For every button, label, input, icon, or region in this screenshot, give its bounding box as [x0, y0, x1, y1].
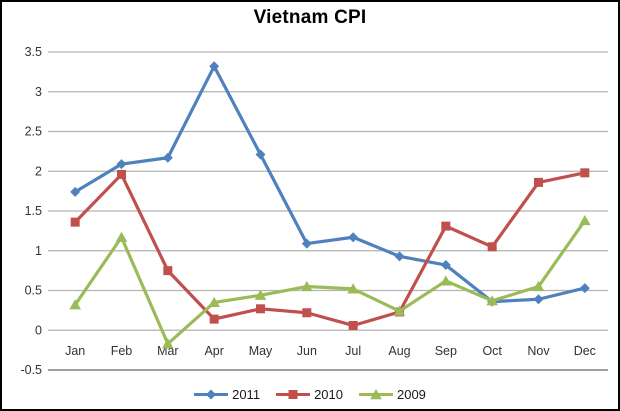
y-tick-label: 2.5	[25, 125, 42, 139]
data-point-2011-Apr	[209, 61, 220, 72]
data-point-2010-Jun	[302, 308, 312, 318]
data-point-2009-Feb	[115, 231, 128, 242]
x-tick-label: Oct	[482, 344, 502, 358]
data-point-2010-Mar	[163, 266, 173, 276]
data-point-2011-Nov	[533, 294, 544, 305]
x-tick-label: May	[249, 344, 273, 358]
data-point-2011-Dec	[579, 283, 590, 294]
x-tick-label: Apr	[204, 344, 223, 358]
x-tick-label: Aug	[388, 344, 410, 358]
legend-square-icon	[276, 390, 311, 399]
x-tick-label: Nov	[527, 344, 550, 358]
y-tick-label: -0.5	[20, 363, 42, 377]
legend-item-2009: 2009	[358, 387, 426, 402]
x-tick-label: Sep	[435, 344, 457, 358]
legend: 2011 2010 2009	[2, 387, 618, 402]
data-point-2010-Dec	[580, 168, 590, 178]
data-point-2010-Jan	[70, 217, 80, 227]
data-point-2010-Jul	[348, 320, 358, 330]
x-tick-label: Jun	[297, 344, 317, 358]
x-tick-label: Jul	[345, 344, 361, 358]
x-tick-label: Feb	[111, 344, 133, 358]
x-tick-label: Mar	[157, 344, 179, 358]
data-point-2009-Nov	[532, 280, 545, 292]
series-line-2010	[73, 171, 587, 328]
data-point-2010-Sep	[441, 221, 451, 231]
legend-label: 2011	[232, 387, 261, 402]
series-line-2009	[73, 218, 587, 346]
y-tick-label: 0.5	[25, 284, 42, 298]
data-point-2009-Mar	[162, 338, 174, 349]
legend-item-2011: 2011	[194, 387, 260, 402]
data-point-2011-Feb	[116, 159, 127, 170]
data-point-2009-Aug	[393, 305, 406, 316]
y-tick-label: 0	[35, 323, 42, 337]
legend-diamond-icon	[194, 389, 229, 400]
data-point-2011-Jun	[301, 238, 312, 249]
data-point-2011-Aug	[394, 251, 405, 262]
data-point-2009-Sep	[440, 275, 452, 286]
data-point-2011-Sep	[440, 260, 451, 271]
data-point-2009-Jul	[347, 283, 359, 294]
y-tick-label: 2	[35, 164, 42, 178]
data-point-2011-Mar	[162, 152, 173, 163]
data-point-2009-Jun	[301, 280, 313, 292]
data-point-2009-May	[254, 289, 267, 300]
data-point-2011-May	[255, 149, 266, 160]
y-tick-label: 3	[35, 85, 42, 99]
legend-triangle-icon	[358, 389, 393, 400]
data-point-2010-May	[256, 304, 265, 314]
data-point-2009-Apr	[208, 296, 220, 308]
data-point-2011-Jan	[70, 186, 81, 197]
y-tick-label: 1.5	[25, 204, 42, 218]
legend-item-2010: 2010	[276, 387, 343, 402]
x-tick-label: Dec	[574, 344, 596, 358]
y-tick-label: 3.5	[25, 45, 42, 59]
x-tick-label: Jan	[65, 344, 85, 358]
data-point-2010-Feb	[117, 169, 126, 179]
data-point-2010-Apr	[209, 314, 219, 324]
chart-title: Vietnam CPI	[253, 7, 367, 28]
data-point-2009-Dec	[579, 214, 591, 226]
data-point-2009-Jan	[69, 299, 81, 310]
series-line-2011	[73, 64, 587, 304]
legend-label: 2010	[314, 387, 343, 402]
data-point-2011-Jul	[348, 232, 359, 243]
legend-label: 2009	[396, 387, 426, 402]
data-point-2010-Nov	[534, 177, 543, 187]
data-point-2009-Oct	[486, 295, 498, 306]
y-tick-label: 1	[35, 244, 42, 258]
data-point-2010-Oct	[487, 242, 497, 252]
